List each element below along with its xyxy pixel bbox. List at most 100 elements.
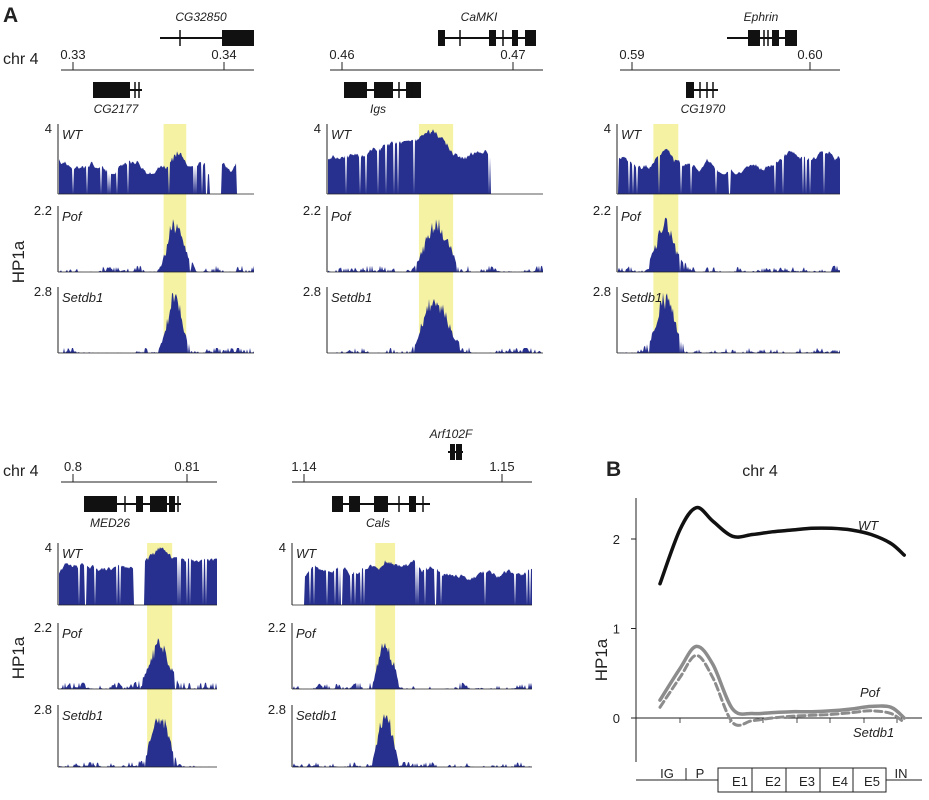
track-ymax-label: 2.8: [268, 702, 286, 717]
track-wt: 4 WT: [604, 121, 840, 195]
track-ymax-label: 4: [279, 540, 286, 555]
gene-exon: [406, 82, 421, 98]
gene-exon: [438, 30, 445, 46]
track-ymax-label: 2.2: [593, 203, 611, 218]
gene-model-cg2177: CG2177: [93, 82, 142, 116]
browser-panel-2: 0.46 0.47 CaMKI Igs 4 WT 2.2 Pof 2.8 Setdb1: [303, 10, 543, 354]
gene-name: Cals: [366, 516, 390, 530]
browser-panel-1: chr 4 0.33 0.34 CG32850 CG2177 4 WT 2.2 Pof 2.8 Se…: [3, 10, 254, 354]
gene-exon: [93, 82, 130, 98]
track-ymax-label: 2.2: [34, 203, 52, 218]
track-setdb1: 2.8 Setdb1: [34, 284, 254, 354]
category-label-e1: E1: [732, 774, 748, 789]
track-pof: 2.2 Pof: [303, 203, 543, 273]
coverage-area-pof: [59, 219, 254, 272]
track-setdb1: 2.8 Setdb1: [593, 284, 840, 354]
gene-name: CG32850: [175, 10, 227, 24]
genome-axis: chr 4 0.33 0.34: [3, 47, 254, 71]
gene-exon: [409, 496, 416, 512]
tick-label: 0.60: [797, 47, 822, 62]
panel-a-letter: A: [3, 4, 18, 27]
browser-panels: chr 4 0.33 0.34 CG32850 CG2177 4 WT 2.2 Pof 2.8 Se…: [3, 10, 840, 768]
track-setdb1: 2.8 Setdb1: [268, 702, 532, 768]
series-line-wt: [658, 505, 906, 586]
category-label-ig: IG: [660, 766, 674, 781]
track-name-label: WT: [62, 127, 83, 142]
coverage-area-wt: [59, 547, 217, 605]
tick-label: 0.81: [174, 459, 199, 474]
track-ymax-label: 2.2: [34, 620, 52, 635]
ylabel-row2: HP1a: [9, 636, 28, 679]
browser-panel-4: chr 4 0.8 0.81 MED26 4 WT 2.2 Pof 2.8 Setdb1: [3, 459, 217, 768]
category-label-e2: E2: [765, 774, 781, 789]
gene-exon: [332, 496, 343, 512]
gene-name: MED26: [90, 516, 130, 530]
panel-b-y-tick-label: 2: [613, 532, 620, 547]
gene-model-camki: CaMKI: [438, 10, 536, 46]
panel-b-y-tick-label: 0: [613, 711, 620, 726]
track-pof: 2.2 Pof: [593, 203, 840, 273]
tick-label: 0.47: [500, 47, 525, 62]
gene-exon: [512, 30, 518, 46]
track-ymax-label: 4: [604, 121, 611, 136]
gene-exon: [748, 30, 760, 46]
genome-axis: 1.14 1.15: [291, 459, 532, 483]
gene-exon: [344, 82, 367, 98]
ylabel-row1: HP1a: [9, 240, 28, 283]
track-pof: 2.2 Pof: [268, 620, 532, 690]
chrom-label: chr 4: [3, 463, 39, 480]
gene-exon: [450, 444, 455, 460]
panel-b-letter: B: [606, 458, 621, 481]
gene-exon: [686, 82, 694, 98]
track-ymax-label: 2.8: [34, 284, 52, 299]
track-name-label: Pof: [62, 209, 83, 224]
track-name-label: WT: [62, 546, 83, 561]
gene-exon: [374, 82, 393, 98]
track-ymax-label: 2.8: [34, 702, 52, 717]
coverage-area-pof: [59, 638, 217, 689]
gene-model-ephrin: Ephrin: [727, 10, 797, 46]
gene-exon: [772, 30, 779, 46]
gene-model-cg32850: CG32850: [160, 10, 254, 46]
genome-axis: 0.59 0.60: [619, 47, 840, 71]
gene-model-cg1970: CG1970: [681, 82, 726, 116]
gene-name: Ephrin: [744, 10, 779, 24]
track-ymax-label: 2.2: [268, 620, 286, 635]
strip-exon-box: [717, 767, 887, 793]
track-ymax-label: 2.2: [303, 203, 321, 218]
series-line-setdb1: [658, 653, 906, 727]
track-name-label: Setdb1: [331, 290, 372, 305]
track-setdb1: 2.8 Setdb1: [34, 702, 217, 768]
track-ymax-label: 2.8: [593, 284, 611, 299]
gene-model-arf102f: Arf102F: [429, 427, 473, 460]
gene-exon: [456, 444, 462, 460]
track-pof: 2.2 Pof: [34, 620, 217, 690]
tick-label: 1.15: [489, 459, 514, 474]
series-label-pof: Pof: [860, 685, 881, 700]
tick-label: 1.14: [291, 459, 316, 474]
category-label-e4: E4: [832, 774, 848, 789]
browser-panel-5: 1.14 1.15 Arf102F Cals 4 WT 2.2 Pof 2.8 Setdb1: [268, 427, 532, 768]
track-name-label: Pof: [62, 626, 83, 641]
gene-model-med26: MED26: [84, 496, 181, 530]
gene-exon: [374, 496, 388, 512]
gene-model-cals: Cals: [332, 496, 430, 530]
gene-exon: [169, 496, 175, 512]
coverage-area-wt: [293, 559, 532, 605]
tick-label: 0.46: [329, 47, 354, 62]
track-name-label: WT: [621, 127, 642, 142]
gene-exon: [525, 30, 536, 46]
track-wt: 4 WT: [45, 540, 217, 606]
track-wt: 4 WT: [314, 121, 543, 195]
tick-label: 0.34: [211, 47, 236, 62]
track-setdb1: 2.8 Setdb1: [303, 284, 543, 354]
gene-name: CaMKI: [461, 10, 498, 24]
coverage-area-wt: [328, 129, 543, 194]
gene-exon: [785, 30, 797, 46]
browser-panel-3: 0.59 0.60 Ephrin CG1970 4 WT 2.2 Pof 2.8 Setdb1: [593, 10, 840, 354]
panel-b-line-chart: chr 4 HP1a 0 1 2 IG P E1 E2 E3 E4 E5 IN WT Pof Setdb1: [592, 463, 922, 793]
genome-axis: 0.46 0.47: [329, 47, 543, 71]
track-wt: 4 WT: [279, 540, 532, 606]
gene-model-igs: Igs: [344, 82, 421, 116]
